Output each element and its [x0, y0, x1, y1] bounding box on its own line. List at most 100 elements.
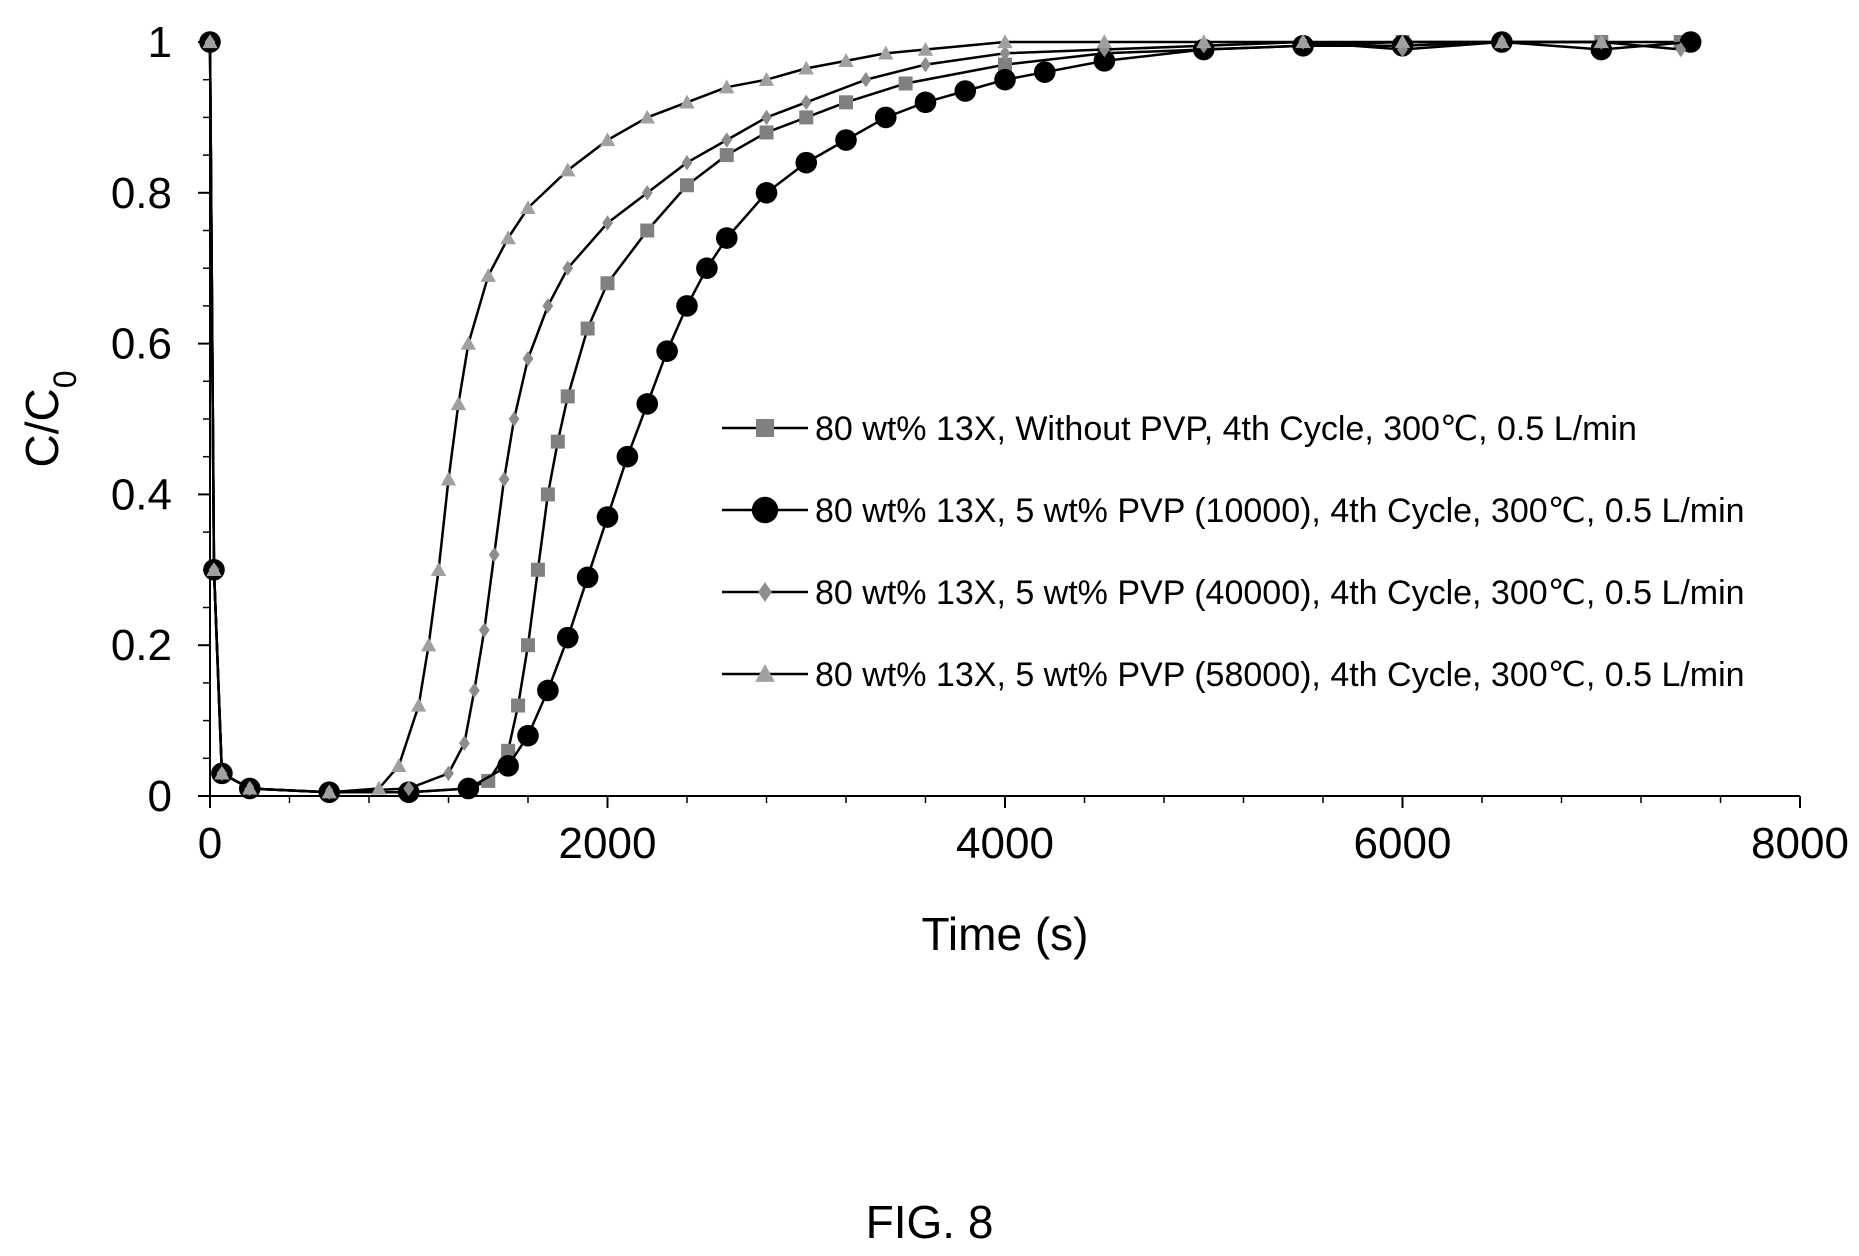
data-point	[676, 295, 698, 317]
y-tick-label: 0.4	[111, 470, 172, 519]
data-point	[371, 780, 387, 795]
y-tick-label: 0.2	[111, 621, 172, 670]
data-point	[202, 34, 218, 49]
data-point	[468, 682, 480, 699]
data-point	[1033, 61, 1056, 83]
data-point	[498, 471, 510, 488]
data-point	[1098, 41, 1110, 58]
data-point	[917, 41, 934, 56]
data-point	[560, 389, 575, 404]
data-point	[640, 223, 655, 238]
data-point	[696, 257, 718, 280]
data-point	[997, 34, 1013, 49]
data-point	[540, 487, 555, 502]
data-point	[457, 777, 480, 800]
data-point	[656, 340, 678, 362]
data-point	[715, 227, 738, 249]
data-point	[410, 697, 427, 712]
data-point	[522, 350, 534, 367]
data-point	[914, 91, 937, 114]
data-point	[878, 45, 894, 60]
data-point	[755, 182, 778, 204]
data-point	[500, 230, 516, 245]
data-point	[443, 765, 454, 782]
data-point	[580, 321, 595, 336]
data-point	[596, 506, 619, 528]
legend-item-2: 80 wt% 13X, 5 wt% PVP (10000), 4th Cycle…	[722, 492, 1745, 530]
data-point	[403, 780, 415, 797]
x-tick-label: 0	[198, 819, 222, 868]
data-point	[511, 698, 526, 713]
data-point	[1196, 34, 1212, 49]
data-point	[420, 637, 437, 652]
data-point	[759, 125, 774, 140]
legend-item-1: 80 wt% 13X, Without PVP, 4th Cycle, 300℃…	[722, 410, 1637, 448]
data-point	[480, 268, 496, 282]
legend-marker	[758, 582, 772, 602]
data-point	[560, 162, 576, 177]
data-point	[999, 45, 1011, 62]
legend-label: 80 wt% 13X, 5 wt% PVP (58000), 4th Cycle…	[815, 656, 1745, 694]
y-tick-label: 1	[148, 18, 172, 67]
legend: 80 wt% 13X, Without PVP, 4th Cycle, 300℃…	[722, 410, 1745, 694]
data-point	[430, 562, 447, 576]
data-point	[799, 110, 814, 125]
legend-label: 80 wt% 13X, 5 wt% PVP (10000), 4th Cycle…	[815, 492, 1745, 530]
data-point	[459, 735, 470, 751]
data-point	[860, 72, 872, 88]
data-point	[488, 547, 500, 563]
y-tick-label: 0.8	[111, 169, 172, 218]
data-point	[556, 626, 579, 649]
x-tick-label: 2000	[559, 819, 657, 868]
data-point	[321, 784, 337, 799]
data-point	[1679, 31, 1702, 53]
figure-label: FIG. 8	[865, 1196, 994, 1248]
data-point	[242, 780, 258, 795]
data-point	[681, 154, 693, 171]
data-point	[600, 276, 615, 291]
data-point	[721, 132, 733, 148]
data-point	[1093, 50, 1116, 72]
data-point	[576, 566, 599, 589]
legend-item-4: 80 wt% 13X, 5 wt% PVP (58000), 4th Cycle…	[722, 656, 1745, 694]
data-point	[641, 185, 653, 201]
data-point	[761, 109, 772, 126]
ticks: 0 0.2 0.4 0.6 0.8 1 0 2000 4000 6000 8000	[111, 18, 1849, 868]
data-point	[998, 57, 1012, 72]
data-point	[1096, 34, 1113, 49]
data-point	[530, 562, 545, 577]
data-point	[542, 298, 554, 314]
x-tick-label: 4000	[956, 819, 1054, 868]
data-point	[391, 758, 407, 772]
legend-label: 80 wt% 13X, 5 wt% PVP (40000), 4th Cycle…	[815, 574, 1745, 612]
data-point	[460, 335, 477, 350]
data-point	[517, 724, 539, 747]
x-tick-label: 8000	[1751, 819, 1849, 868]
y-tick-label: 0	[148, 772, 172, 821]
data-point	[478, 622, 490, 638]
data-point	[1675, 41, 1687, 58]
legend-marker	[755, 664, 775, 682]
data-point	[795, 151, 818, 174]
data-point	[497, 755, 519, 777]
data-point	[481, 773, 496, 788]
data-point	[562, 260, 574, 276]
data-point	[639, 109, 655, 124]
legend-marker	[756, 419, 774, 437]
legend-item-3: 80 wt% 13X, 5 wt% PVP (40000), 4th Cycle…	[722, 574, 1745, 612]
legend-marker	[751, 496, 779, 524]
x-axis-title: Time (s)	[922, 908, 1089, 960]
data-point	[1394, 34, 1411, 49]
data-point	[839, 95, 853, 110]
data-point	[898, 76, 913, 91]
data-point	[680, 178, 694, 193]
series-layer	[199, 31, 1702, 804]
data-point	[920, 56, 931, 73]
data-point	[450, 396, 467, 411]
data-point	[835, 129, 857, 151]
data-point	[758, 72, 775, 86]
series-4	[202, 34, 1609, 799]
data-point	[1295, 34, 1311, 49]
data-point	[520, 200, 536, 215]
